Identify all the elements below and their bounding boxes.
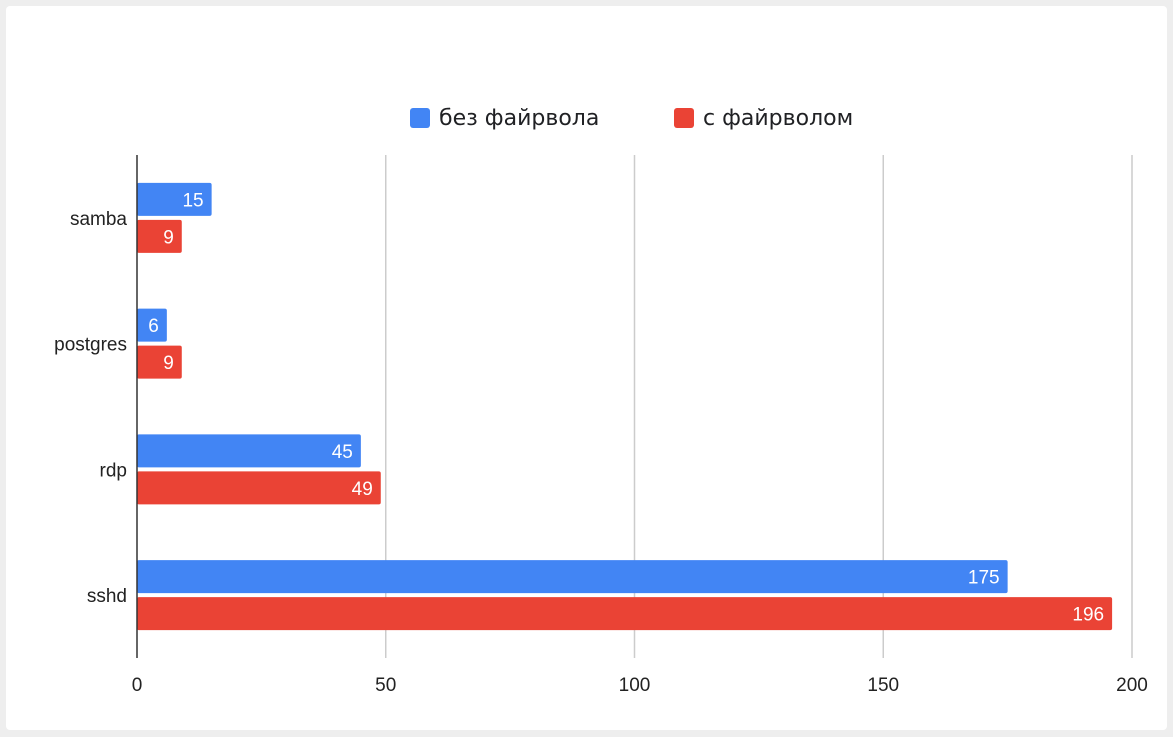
x-tick-label-50: 50 (375, 675, 396, 696)
legend-swatch-series-2 (674, 108, 694, 128)
data-label-samba-series-1: 15 (182, 190, 203, 211)
category-label-sshd: sshd (87, 586, 127, 607)
x-tick-label-0: 0 (132, 675, 143, 696)
category-label-postgres: postgres (54, 335, 127, 356)
legend-label-series-2: с файрволом (703, 105, 854, 131)
data-label-postgres-series-1: 6 (148, 316, 159, 337)
category-label-rdp: rdp (100, 460, 127, 481)
bar-samba-series-1 (137, 182, 212, 216)
x-tick-label-100: 100 (619, 675, 651, 696)
data-label-sshd-series-1: 175 (968, 568, 1000, 589)
legend-swatch-series-1 (410, 108, 430, 128)
category-label-samba: samba (70, 209, 127, 230)
legend-item-series-2: с файрволом (674, 100, 853, 136)
x-tick-label-200: 200 (1116, 675, 1148, 696)
data-label-samba-series-2: 9 (163, 227, 174, 248)
data-label-rdp-series-2: 49 (352, 479, 373, 500)
x-tick-label-150: 150 (867, 675, 899, 696)
bar-postgres-series-2 (137, 345, 182, 379)
data-label-postgres-series-2: 9 (163, 353, 174, 374)
bar-sshd-series-2 (137, 597, 1113, 631)
bar-sshd-series-1 (137, 560, 1008, 594)
legend-label-series-1: без файрвола (439, 105, 600, 131)
legend: без файрвола с файрволом (0, 100, 1173, 136)
bar-postgres-series-1 (137, 308, 167, 342)
bar-samba-series-2 (137, 219, 182, 253)
bar-rdp-series-2 (137, 471, 381, 505)
data-label-sshd-series-2: 196 (1072, 605, 1104, 626)
bar-rdp-series-1 (137, 434, 361, 468)
legend-item-series-1: без файрвола (410, 100, 599, 136)
data-label-rdp-series-1: 45 (332, 442, 353, 463)
